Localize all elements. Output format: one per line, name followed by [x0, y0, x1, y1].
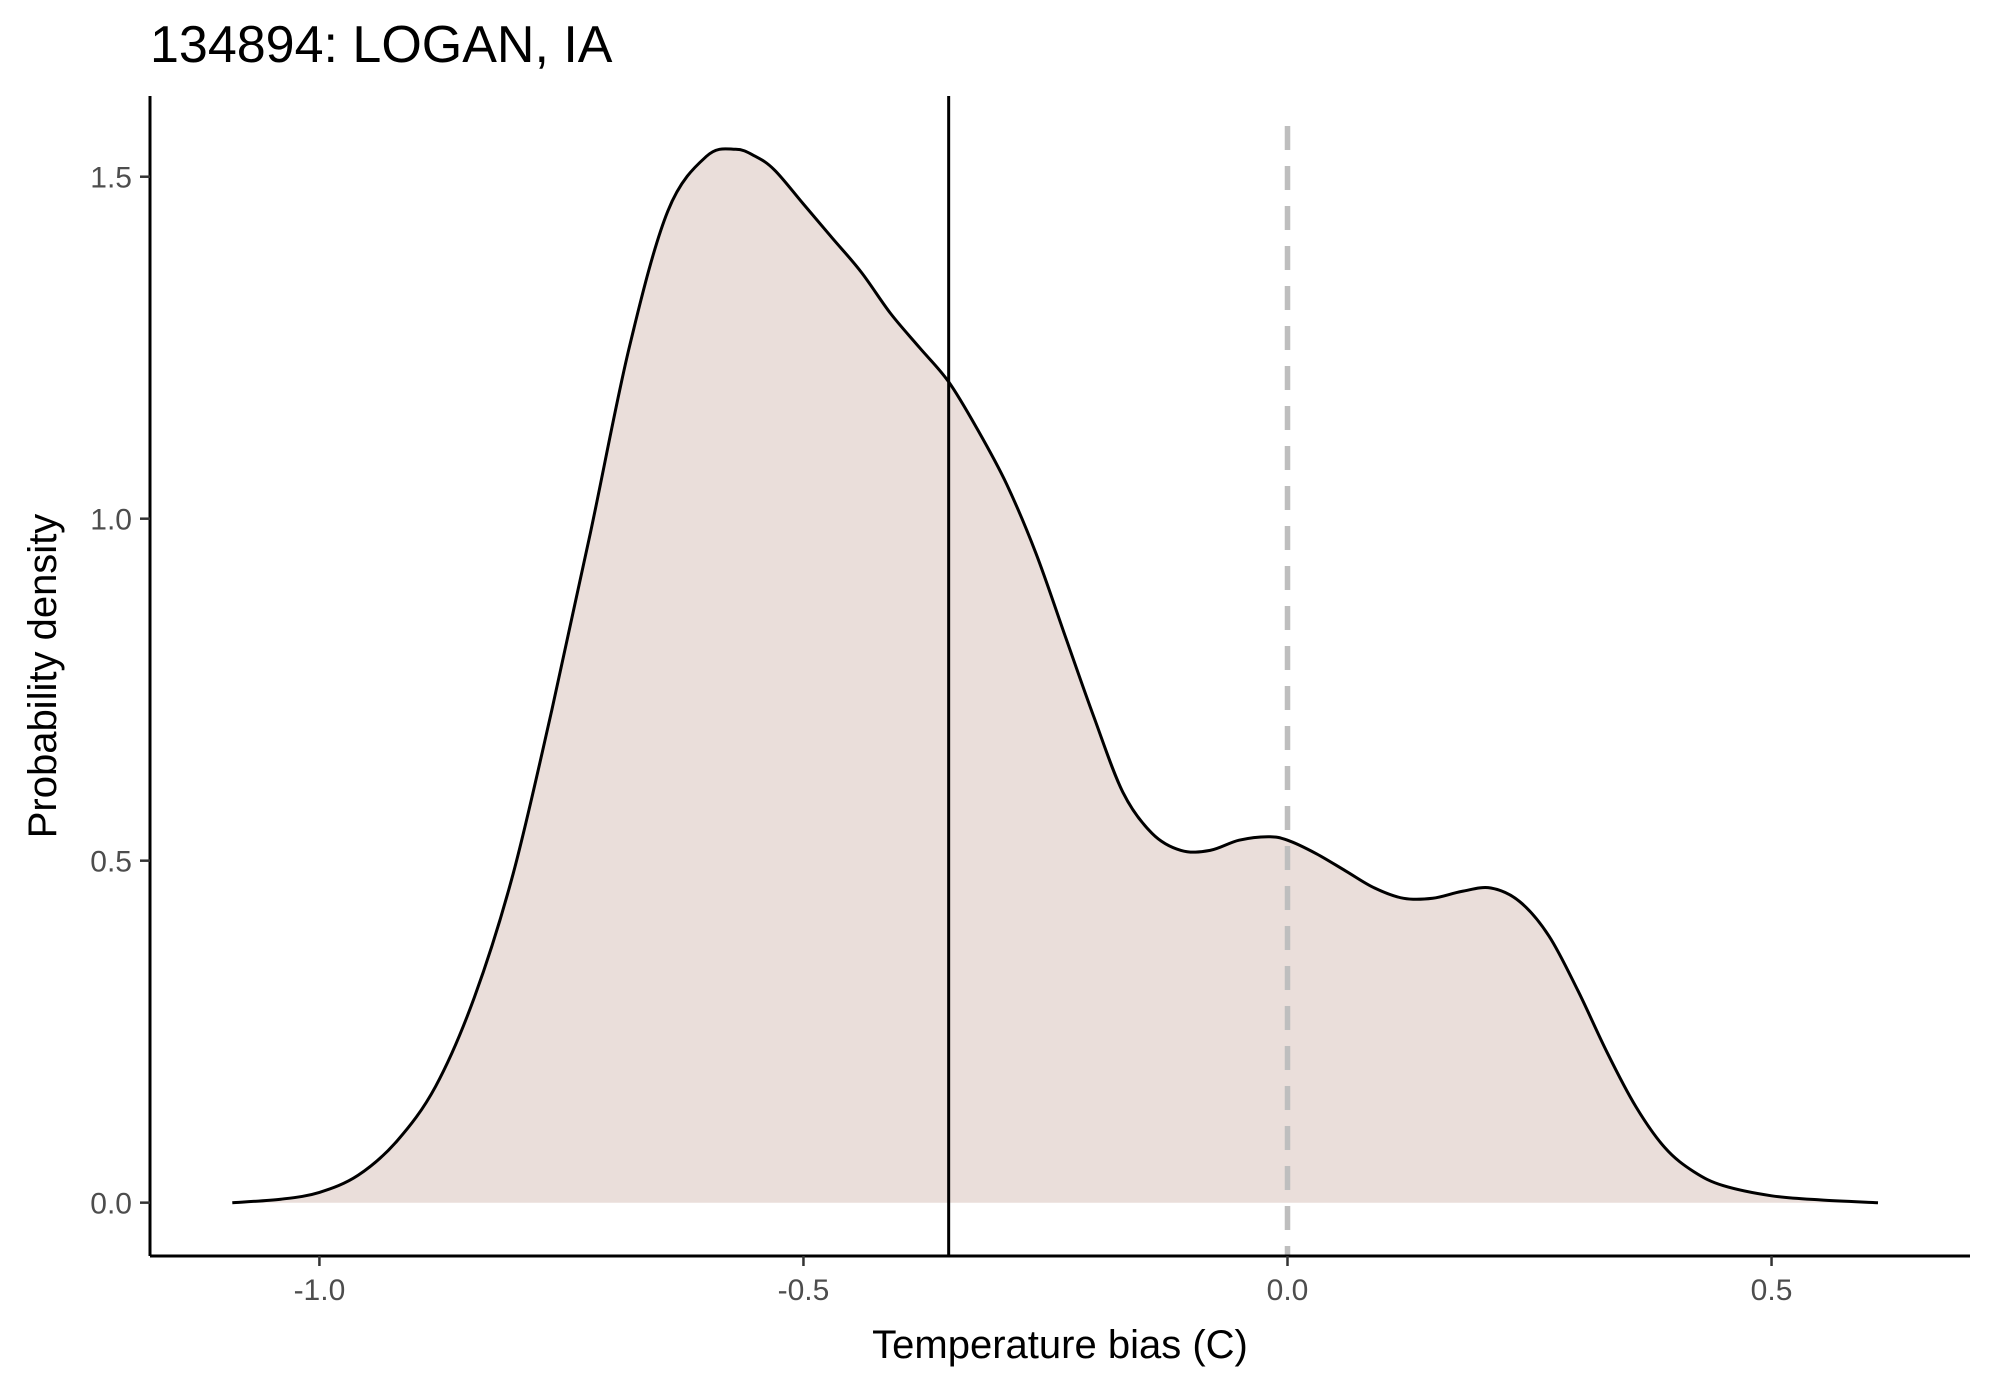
- y-axis-ticks: 0.0 0.5 1.0 1.5: [90, 162, 150, 1221]
- plot-area: [232, 96, 1879, 1256]
- y-tick-label: 0.0: [90, 1188, 132, 1221]
- y-tick-label: 1.5: [90, 162, 132, 195]
- x-tick-label: -1.0: [294, 1274, 346, 1307]
- y-tick-label: 0.5: [90, 846, 132, 879]
- density-curve: [232, 147, 1879, 1205]
- x-axis-ticks: -1.0 -0.5 0.0 0.5: [294, 1256, 1793, 1307]
- y-axis-title: Probability density: [21, 514, 65, 839]
- x-axis-title: Temperature bias (C): [872, 1323, 1248, 1367]
- y-tick-label: 1.0: [90, 504, 132, 537]
- x-tick-label: 0.0: [1267, 1274, 1309, 1307]
- chart-title: 134894: LOGAN, IA: [150, 16, 613, 74]
- density-area: [232, 148, 1878, 1203]
- x-tick-label: 0.5: [1751, 1274, 1793, 1307]
- x-tick-label: -0.5: [778, 1274, 830, 1307]
